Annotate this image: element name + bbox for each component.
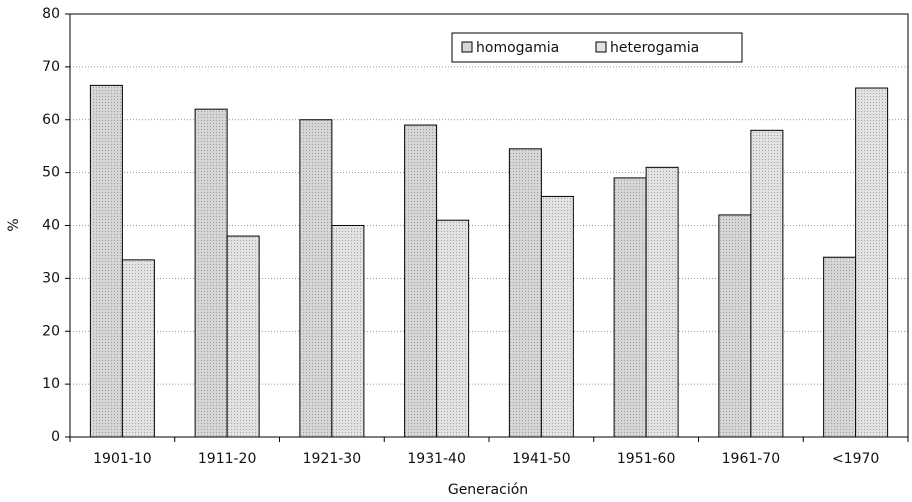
bar-texture xyxy=(227,236,260,437)
y-tick-label: 10 xyxy=(42,376,60,392)
x-tick-label: 1931-40 xyxy=(407,451,466,467)
bar-group xyxy=(121,259,155,438)
x-tick-label: 1921-30 xyxy=(303,451,362,467)
bar-texture xyxy=(509,148,542,438)
y-tick-label: 30 xyxy=(42,270,60,286)
y-tick-label: 40 xyxy=(42,218,60,234)
y-tick-label: 60 xyxy=(42,112,60,128)
bar-texture xyxy=(855,88,888,438)
bar-group xyxy=(508,148,542,438)
bar-texture xyxy=(90,85,123,437)
bar-texture xyxy=(646,167,679,437)
bar-group xyxy=(404,124,438,438)
bar-group xyxy=(331,225,365,438)
x-tick-label: <1970 xyxy=(832,451,879,467)
bar-texture xyxy=(750,130,783,437)
bar-texture xyxy=(195,109,228,438)
bar-group xyxy=(718,214,752,438)
bar-group xyxy=(750,129,784,438)
x-tick-label: 1951-60 xyxy=(617,451,676,467)
bar-group xyxy=(540,195,574,438)
bar-group xyxy=(226,235,260,438)
bar-texture xyxy=(614,177,647,437)
bar-texture xyxy=(404,125,437,437)
bar-texture xyxy=(823,257,856,437)
y-tick-label: 20 xyxy=(42,323,60,339)
bar-texture xyxy=(541,196,574,437)
bar-texture xyxy=(299,119,332,437)
x-tick-label: 1961-70 xyxy=(722,451,781,467)
bar-texture xyxy=(718,214,751,437)
plot-frame xyxy=(69,13,909,438)
bar-group xyxy=(436,219,470,438)
legend-label: heterogamia xyxy=(610,40,699,56)
legend-label: homogamia xyxy=(476,40,559,56)
bar-texture xyxy=(122,259,155,437)
y-tick-label: 50 xyxy=(42,165,60,181)
y-tick-label: 0 xyxy=(51,429,60,445)
bar-group xyxy=(855,87,889,438)
bar-group xyxy=(645,166,679,438)
bar-group xyxy=(299,119,333,438)
bar-texture xyxy=(436,220,469,437)
x-tick-label: 1911-20 xyxy=(198,451,257,467)
bar-texture xyxy=(331,225,364,437)
bar-group xyxy=(89,84,123,438)
legend-swatch xyxy=(461,41,473,53)
x-axis-label: Generación xyxy=(448,482,528,498)
bar-group xyxy=(613,177,647,438)
x-tick-label: 1941-50 xyxy=(512,451,571,467)
bar-group xyxy=(823,256,857,438)
y-axis-label: % xyxy=(6,218,22,231)
y-tick-label: 70 xyxy=(42,59,60,75)
legend-swatch xyxy=(595,41,607,53)
bar-group xyxy=(194,108,228,438)
y-tick-label: 80 xyxy=(42,6,60,22)
x-tick-label: 1901-10 xyxy=(93,451,152,467)
